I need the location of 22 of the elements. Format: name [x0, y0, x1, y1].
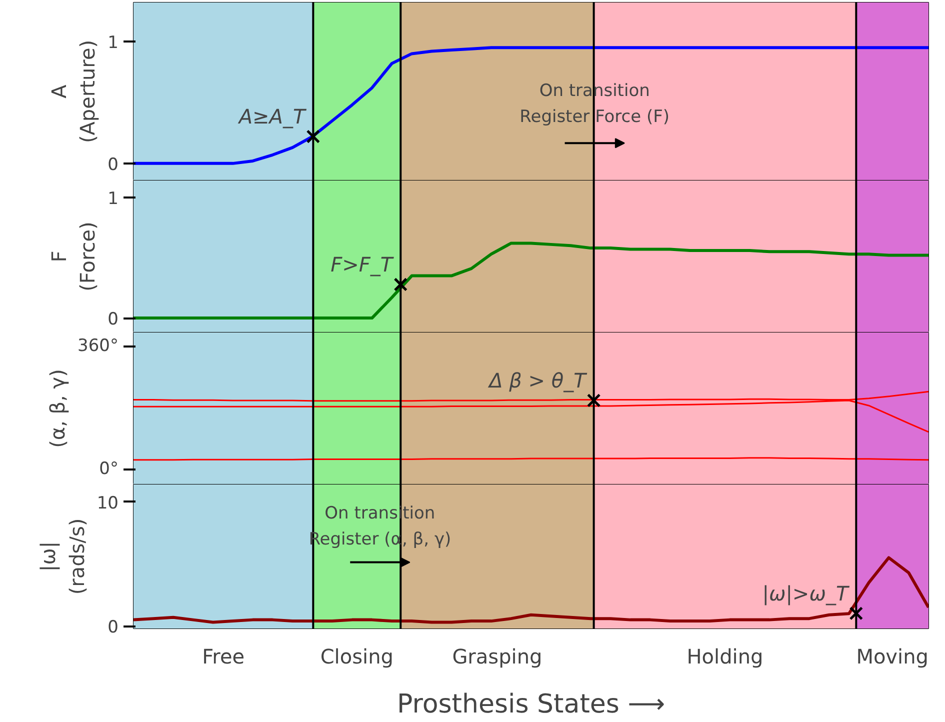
- annotation: Δ β > θ_T: [487, 368, 588, 392]
- y-tick-label: 0: [108, 154, 119, 175]
- text: Holding: [686, 644, 764, 668]
- text: Closing: [320, 644, 394, 668]
- y-axis-title: (α, β, γ): [46, 369, 70, 448]
- y-axis-title: A (Aperture): [46, 40, 100, 144]
- y-tick-label: 1: [108, 33, 119, 54]
- y-tick-label: 0°: [99, 459, 119, 480]
- text: Grasping: [452, 644, 542, 668]
- annotation: A≥A_T: [236, 104, 307, 129]
- y-tick-label: 360°: [78, 336, 119, 356]
- x-axis-title: Prosthesis States ⟶: [397, 690, 665, 720]
- text: Free: [202, 644, 245, 668]
- y-tick-label: 1: [108, 188, 119, 209]
- annotation: F>F_T: [330, 252, 394, 276]
- y-tick-label: 0: [108, 618, 119, 638]
- y-axis-title: F (Force): [46, 222, 100, 292]
- y-tick-label: 10: [96, 493, 119, 514]
- annotation: |ω|>ω_T: [762, 581, 850, 606]
- y-axis-title: |ω| (rads/s): [36, 518, 89, 595]
- y-tick-label: 0: [108, 310, 119, 330]
- text: Moving: [856, 644, 928, 668]
